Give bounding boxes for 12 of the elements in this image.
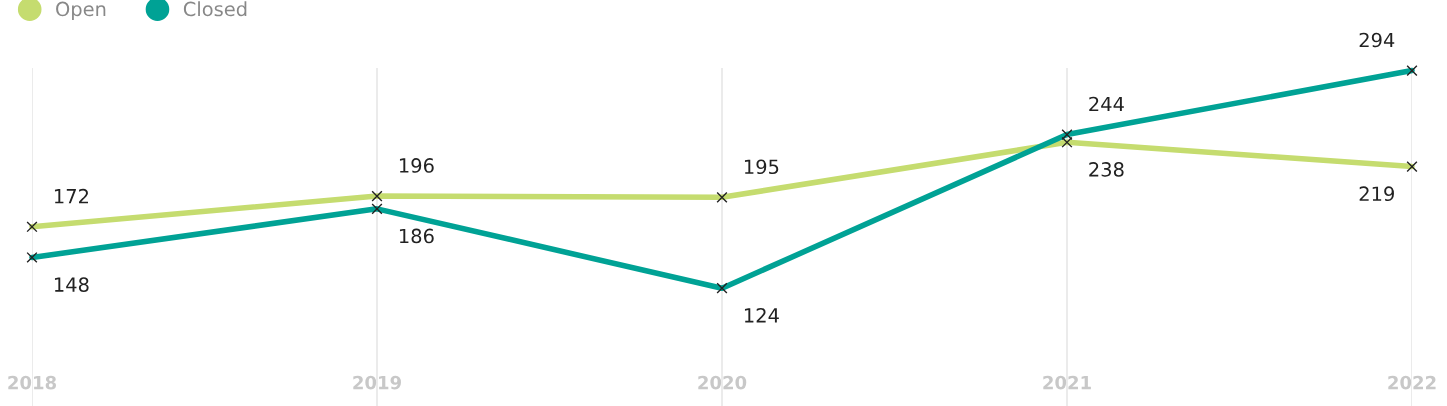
data-label: 294 bbox=[1359, 32, 1395, 48]
data-label: 124 bbox=[744, 308, 779, 323]
data-label: 172 bbox=[54, 188, 88, 204]
legend-label: Open bbox=[56, 1, 106, 21]
data-label: 186 bbox=[399, 228, 434, 244]
data-label: 238 bbox=[1089, 162, 1124, 177]
data-label: 244 bbox=[1089, 96, 1124, 112]
data-label: 219 bbox=[1359, 186, 1394, 202]
legend-label: Closed bbox=[183, 1, 247, 17]
data-label: 196 bbox=[399, 158, 434, 173]
data-label: 148 bbox=[54, 277, 89, 292]
data-label: 195 bbox=[744, 159, 779, 175]
